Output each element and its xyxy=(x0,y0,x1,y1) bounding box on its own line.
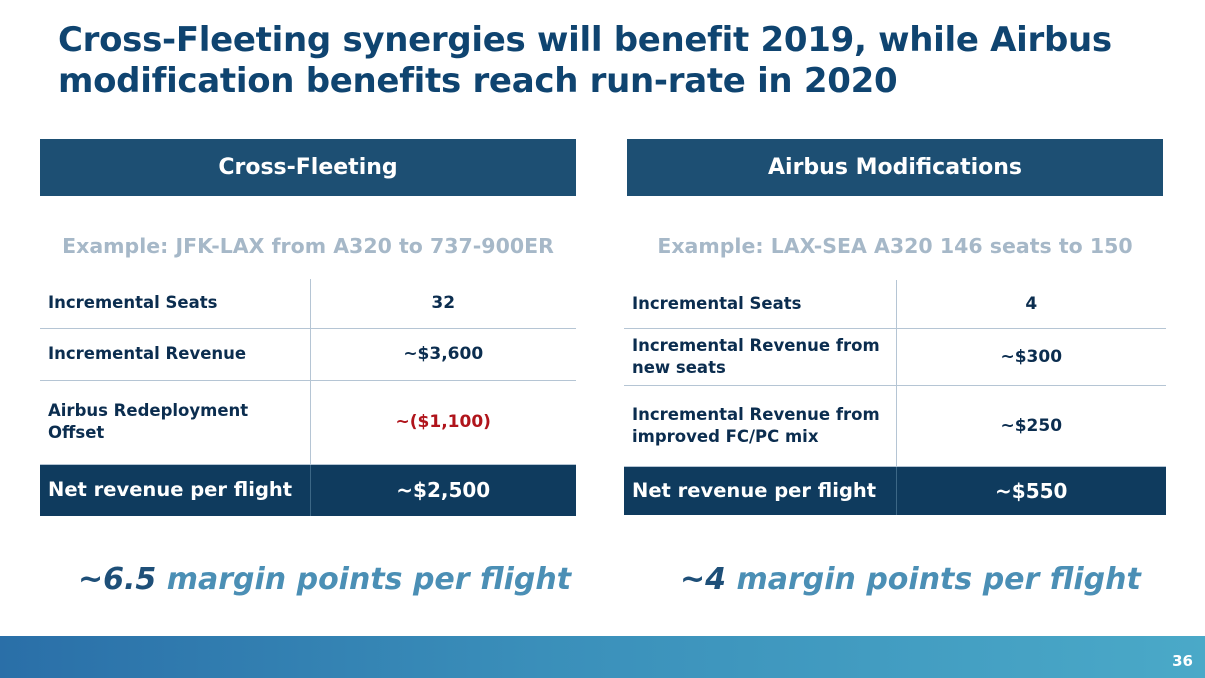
row-label: Incremental Seats xyxy=(624,280,897,329)
row-value: 32 xyxy=(310,279,576,329)
page-number: 36 xyxy=(1172,652,1193,670)
row-value: ~$250 xyxy=(896,385,1166,467)
airbus-modifications-table: Incremental Seats 4 Incremental Revenue … xyxy=(624,280,1166,515)
row-label: Airbus Redeployment Offset xyxy=(40,380,311,465)
net-revenue-row: Net revenue per flight ~$550 xyxy=(624,466,1166,515)
cross-fleeting-example: Example: JFK-LAX from A320 to 737-900ER xyxy=(62,234,554,258)
row-value: ~$300 xyxy=(896,328,1166,386)
slide-title: Cross-Fleeting synergies will benefit 20… xyxy=(58,20,1112,101)
airbus-modifications-example: Example: LAX-SEA A320 146 seats to 150 xyxy=(657,234,1133,258)
table-row: Incremental Revenue ~$3,600 xyxy=(40,328,576,381)
net-revenue-label: Net revenue per flight xyxy=(624,466,897,515)
net-revenue-value: ~$550 xyxy=(896,466,1166,515)
cross-fleeting-panel: Cross-Fleeting Example: JFK-LAX from A32… xyxy=(40,139,576,516)
margin-text: margin points per flight xyxy=(166,562,572,597)
net-revenue-value: ~$2,500 xyxy=(310,464,576,516)
row-value: 4 xyxy=(896,280,1166,329)
row-value-negative: ~($1,100) xyxy=(310,380,576,465)
net-revenue-label: Net revenue per flight xyxy=(40,464,311,516)
table-row: Incremental Seats 32 xyxy=(40,279,576,329)
table-row: Incremental Revenue from new seats ~$300 xyxy=(624,328,1166,386)
table-row: Incremental Seats 4 xyxy=(624,280,1166,329)
airbus-modifications-margin: ~4 margin points per flight xyxy=(680,562,1141,597)
airbus-modifications-panel: Airbus Modifications Example: LAX-SEA A3… xyxy=(624,139,1166,515)
footer-bar xyxy=(0,636,1205,678)
cross-fleeting-table: Incremental Seats 32 Incremental Revenue… xyxy=(40,279,576,516)
airbus-modifications-header: Airbus Modifications xyxy=(627,139,1163,196)
margin-text: margin points per flight xyxy=(736,562,1141,597)
cross-fleeting-header: Cross-Fleeting xyxy=(40,139,576,196)
net-revenue-row: Net revenue per flight ~$2,500 xyxy=(40,464,576,516)
cross-fleeting-margin: ~6.5 margin points per flight xyxy=(78,562,571,597)
row-value: ~$3,600 xyxy=(310,328,576,381)
margin-amount: ~6.5 xyxy=(78,562,157,597)
table-row: Airbus Redeployment Offset ~($1,100) xyxy=(40,380,576,465)
row-label: Incremental Seats xyxy=(40,279,311,329)
row-label: Incremental Revenue xyxy=(40,328,311,381)
row-label: Incremental Revenue from improved FC/PC … xyxy=(624,385,897,467)
row-label: Incremental Revenue from new seats xyxy=(624,328,897,386)
margin-amount: ~4 xyxy=(680,562,727,597)
table-row: Incremental Revenue from improved FC/PC … xyxy=(624,385,1166,467)
